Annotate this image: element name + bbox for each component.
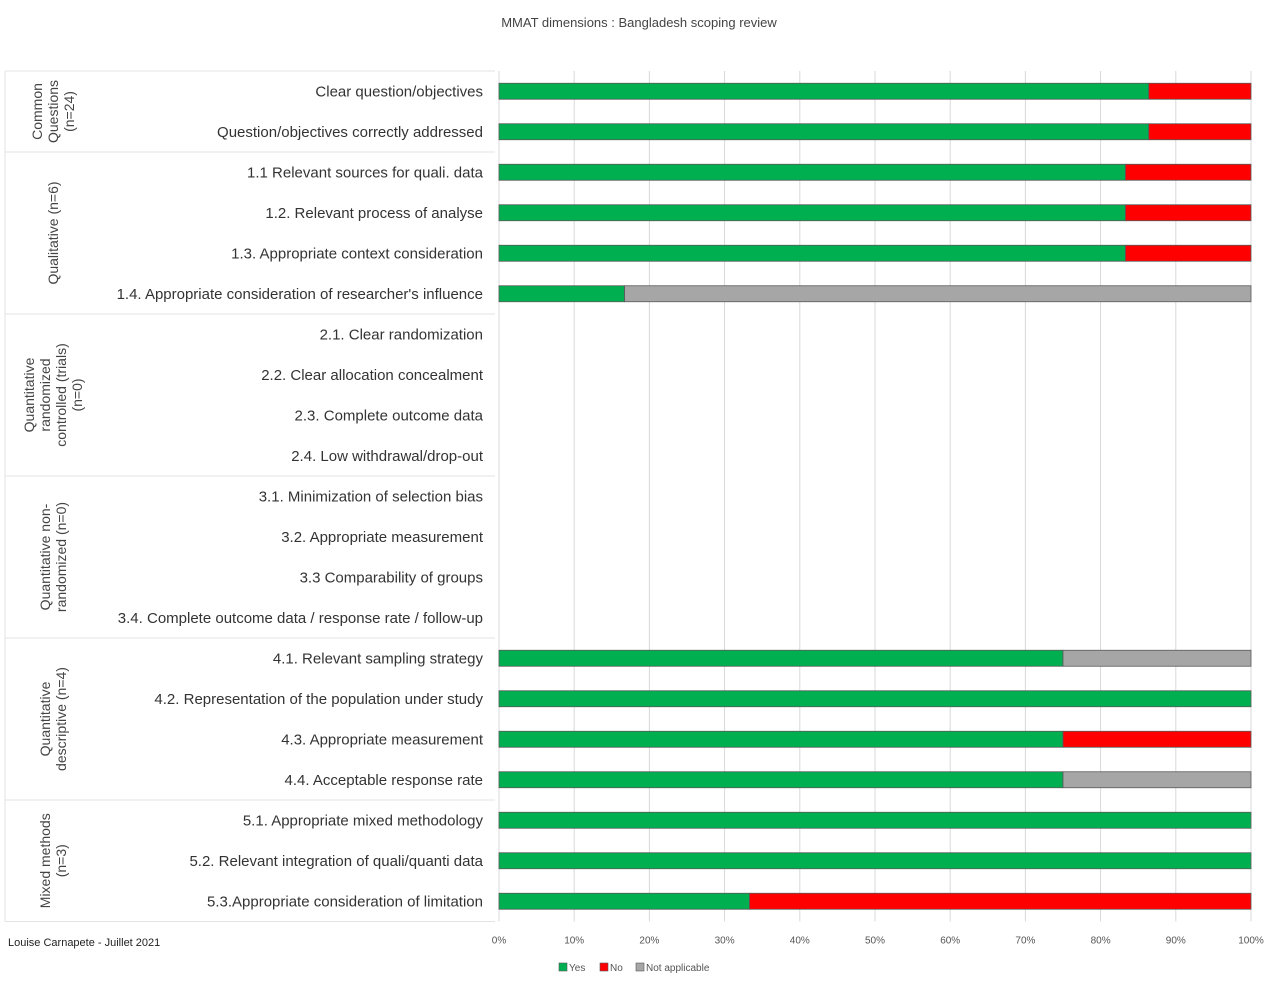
bar-segment-no <box>1125 204 1252 222</box>
row-label: 2.1. Clear randomization <box>320 326 483 343</box>
row-label: Clear question/objectives <box>315 83 483 100</box>
row-label: 2.3. Complete outcome data <box>295 407 484 424</box>
bar-segment-not-applicable <box>1062 649 1252 667</box>
row-labels: Clear question/objectives Question/object… <box>117 83 484 910</box>
bar-segment-no <box>1062 730 1252 748</box>
bar-segment-yes <box>498 82 1150 100</box>
group-label-line: descriptive (n=4) <box>53 667 69 771</box>
bar-segment-no <box>1125 244 1252 262</box>
group-label-line: Common <box>29 83 45 140</box>
group-label-line: Mixed methods <box>37 813 53 908</box>
row-label: 4.4. Acceptable response rate <box>285 772 483 789</box>
group-label-line: Questions <box>45 80 61 143</box>
legend: Yes No Not applicable <box>558 962 710 974</box>
chart-title: MMAT dimensions : Bangladesh scoping rev… <box>501 15 777 30</box>
group-label-line: (n=3) <box>53 844 69 877</box>
row-label: 1.1 Relevant sources for quali. data <box>247 164 484 181</box>
row-label: 3.3 Comparability of groups <box>300 569 483 586</box>
legend-label: Not applicable <box>646 963 710 974</box>
bar-segment-no <box>749 892 1252 910</box>
group-label: Quantitative non-randomized (n=0) <box>37 502 69 612</box>
legend-swatch <box>635 962 645 972</box>
group-label: Quantitativerandomizedcontrolled (trials… <box>21 343 85 446</box>
bar-segment-yes <box>498 771 1064 789</box>
x-tick-label: 70% <box>1015 936 1035 947</box>
bars <box>498 82 1252 910</box>
x-tick-label: 50% <box>865 936 885 947</box>
x-tick-label: 40% <box>790 936 810 947</box>
bar-segment-yes <box>498 892 750 910</box>
x-tick-label: 10% <box>564 936 584 947</box>
row-label: 5.3.Appropriate consideration of limitat… <box>207 893 483 910</box>
row-label: 4.1. Relevant sampling strategy <box>273 650 484 667</box>
bar-segment-yes <box>498 852 1252 870</box>
group-label-line: (n=24) <box>61 91 77 132</box>
x-axis-ticks: 0% 10% 20% 30% 40% 50% 60% 70% 80% 90% 100% <box>492 936 1264 947</box>
bar-segment-yes <box>498 163 1126 181</box>
legend-swatch <box>558 962 568 972</box>
group-label-line: Quantitative <box>21 357 37 432</box>
group-label: Quantitativedescriptive (n=4) <box>37 667 69 771</box>
bar-segment-not-applicable <box>1062 771 1252 789</box>
group-label: Qualitative (n=6) <box>45 181 61 284</box>
row-label: 1.2. Relevant process of analyse <box>265 205 483 222</box>
bar-segment-no <box>1125 163 1252 181</box>
row-label: 4.2. Representation of the population un… <box>154 691 483 708</box>
bar-segment-yes <box>498 285 625 303</box>
x-tick-label: 20% <box>639 936 659 947</box>
group-label: CommonQuestions(n=24) <box>29 80 77 143</box>
bar-segment-yes <box>498 204 1126 222</box>
row-label: 3.2. Appropriate measurement <box>281 529 484 546</box>
bar-segment-yes <box>498 730 1064 748</box>
bar-segment-not-applicable <box>624 285 1252 303</box>
x-tick-label: 80% <box>1091 936 1111 947</box>
row-label: Question/objectives correctly addressed <box>217 124 483 141</box>
bar-segment-yes <box>498 690 1252 708</box>
x-tick-label: 30% <box>715 936 735 947</box>
author-note: Louise Carnapete - Juillet 2021 <box>8 937 160 949</box>
row-label: 5.1. Appropriate mixed methodology <box>243 812 484 829</box>
bar-segment-yes <box>498 811 1252 829</box>
group-label-line: Quantitative non- <box>37 503 53 610</box>
row-label: 1.4. Appropriate consideration of resear… <box>117 286 483 303</box>
group-label-line: controlled (trials) <box>53 343 69 446</box>
row-label: 1.3. Appropriate context consideration <box>231 245 483 262</box>
row-label: 2.4. Low withdrawal/drop-out <box>291 448 484 465</box>
x-tick-label: 60% <box>940 936 960 947</box>
group-label-line: randomized <box>37 358 53 431</box>
group-label-line: Qualitative (n=6) <box>45 181 61 284</box>
bar-segment-yes <box>498 649 1064 667</box>
group-label: Mixed methods(n=3) <box>37 813 69 908</box>
x-tick-label: 100% <box>1238 936 1264 947</box>
row-label: 5.2. Relevant integration of quali/quant… <box>189 853 483 870</box>
legend-swatch <box>599 962 609 972</box>
row-label: 3.1. Minimization of selection bias <box>259 488 483 505</box>
bar-segment-yes <box>498 123 1150 141</box>
row-label: 3.4. Complete outcome data / response ra… <box>118 610 483 627</box>
group-label-line: (n=0) <box>69 378 85 411</box>
row-label: 4.3. Appropriate measurement <box>281 731 484 748</box>
group-label-line: randomized (n=0) <box>53 502 69 612</box>
group-label-line: Quantitative <box>37 681 53 756</box>
legend-label: Yes <box>569 963 585 974</box>
x-tick-label: 0% <box>492 936 507 947</box>
legend-label: No <box>610 963 623 974</box>
row-label: 2.2. Clear allocation concealment <box>261 367 484 384</box>
bar-segment-yes <box>498 244 1126 262</box>
bar-segment-no <box>1148 82 1252 100</box>
x-tick-label: 90% <box>1166 936 1186 947</box>
group-labels: CommonQuestions(n=24) Qualitative (n=6) Qu… <box>4 70 495 922</box>
bar-segment-no <box>1148 123 1252 141</box>
